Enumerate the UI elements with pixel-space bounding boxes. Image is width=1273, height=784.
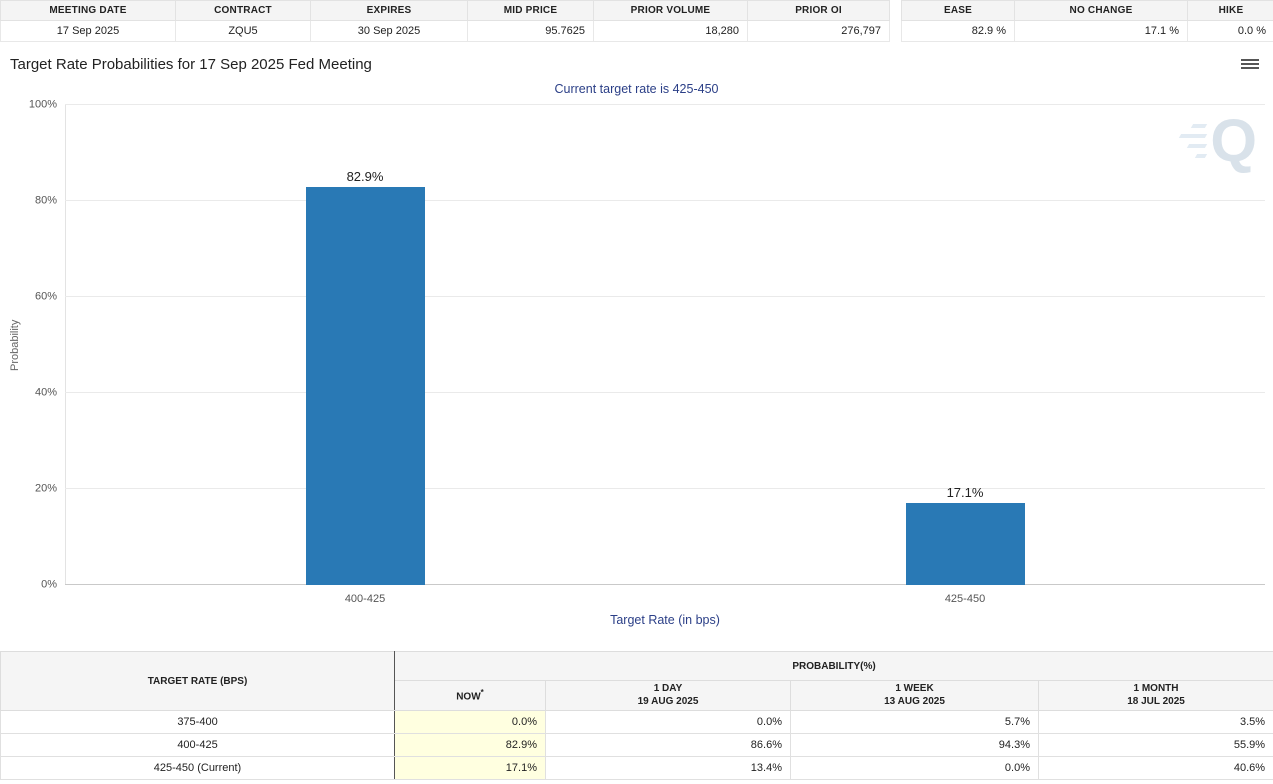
- probability-history-table: TARGET RATE (BPS) PROBABILITY(%) NOW* 1 …: [0, 651, 1273, 780]
- day-cell: 13.4%: [545, 756, 791, 780]
- quikstrike-watermark-icon: Q: [1179, 111, 1257, 171]
- chart-subtitle: Current target rate is 425-450: [554, 82, 719, 96]
- plot-area: Probability Q 82.9% 17.1% 0% 20% 40% 60% 80%…: [9, 99, 1265, 590]
- table-row-375-400: 375-400 0.0% 0.0% 5.7% 3.5%: [0, 710, 1273, 734]
- now-cell: 82.9%: [394, 733, 546, 757]
- y-axis-title: Probability: [9, 319, 21, 371]
- y-axis-line: [65, 105, 66, 585]
- gridline: [65, 104, 1265, 105]
- bar-group-400-425: 82.9%: [65, 105, 665, 585]
- column-header-prior-volume: PRIOR VOLUME: [593, 0, 748, 21]
- x-tick-label-425-450: 425-450: [944, 593, 986, 605]
- x-axis-title: Target Rate (in bps): [610, 613, 720, 627]
- now-cell: 17.1%: [394, 756, 546, 780]
- week-cell: 5.7%: [790, 710, 1039, 734]
- column-header-contract: CONTRACT: [175, 0, 311, 21]
- gridline: [65, 200, 1265, 201]
- table-row-425-450-current: 425-450 (Current) 17.1% 13.4% 0.0% 40.6%: [0, 756, 1273, 780]
- column-header-1-week: 1 WEEK 13 AUG 2025: [790, 680, 1039, 711]
- probability-chart-card: Target Rate Probabilities for 17 Sep 202…: [0, 42, 1273, 627]
- prior-volume-value: 18,280: [593, 20, 748, 42]
- column-header-hike: HIKE: [1187, 0, 1273, 21]
- column-header-no-change: NO CHANGE: [1014, 0, 1188, 21]
- y-tick-label: 60%: [34, 290, 57, 303]
- x-tick-label-400-425: 400-425: [344, 593, 386, 605]
- contract-summary-table: MEETING DATE CONTRACT EXPIRES MID PRICE …: [0, 0, 890, 42]
- column-header-meeting-date: MEETING DATE: [0, 0, 176, 21]
- day-cell: 0.0%: [545, 710, 791, 734]
- column-header-prior-oi: PRIOR OI: [747, 0, 890, 21]
- bar-data-label: 82.9%: [346, 169, 384, 184]
- y-tick-label: 0%: [41, 578, 57, 591]
- rate-cell: 400-425: [0, 733, 395, 757]
- column-header-1-day: 1 DAY 19 AUG 2025: [545, 680, 791, 711]
- bar-group-425-450: 17.1%: [665, 105, 1265, 585]
- y-tick-label: 20%: [34, 482, 57, 495]
- month-cell: 55.9%: [1037, 733, 1273, 757]
- contract-value: ZQU5: [175, 20, 311, 42]
- bar-series: 82.9% 17.1%: [65, 105, 1265, 585]
- bar-425-450[interactable]: [905, 503, 1025, 585]
- column-header-ease: EASE: [901, 0, 1015, 21]
- meeting-date-value: 17 Sep 2025: [0, 20, 176, 42]
- gridline: [65, 392, 1265, 393]
- rate-cell: 375-400: [0, 710, 395, 734]
- gridline: [65, 488, 1265, 489]
- month-cell: 40.6%: [1037, 756, 1273, 780]
- no-change-value: 17.1 %: [1014, 20, 1188, 42]
- target-rate-column-header: TARGET RATE (BPS): [0, 651, 395, 711]
- week-cell: 94.3%: [790, 733, 1039, 757]
- y-tick-label: 40%: [34, 386, 57, 399]
- contract-summary-bar: MEETING DATE CONTRACT EXPIRES MID PRICE …: [0, 0, 1273, 42]
- probability-group-header: PROBABILITY(%): [393, 651, 1273, 681]
- gridline: [65, 584, 1265, 585]
- chart-header: Target Rate Probabilities for 17 Sep 202…: [0, 54, 1273, 74]
- y-tick-label: 80%: [34, 194, 57, 207]
- column-header-mid-price: MID PRICE: [467, 0, 594, 21]
- month-cell: 3.5%: [1037, 710, 1273, 734]
- gridline: [65, 296, 1265, 297]
- y-tick-label: 100%: [28, 98, 57, 111]
- now-asterisk: *: [480, 687, 484, 697]
- day-cell: 86.6%: [545, 733, 791, 757]
- mid-price-value: 95.7625: [467, 20, 594, 42]
- table-row-400-425: 400-425 82.9% 86.6% 94.3% 55.9%: [0, 733, 1273, 757]
- x-axis-categories: 400-425 425-450: [65, 593, 1265, 605]
- bar-data-label: 17.1%: [946, 485, 984, 500]
- probability-summary-table: EASE NO CHANGE HIKE 82.9 % 17.1 % 0.0 %: [901, 0, 1273, 42]
- ease-value: 82.9 %: [901, 20, 1015, 42]
- bar-400-425[interactable]: [305, 187, 425, 585]
- hike-value: 0.0 %: [1187, 20, 1273, 42]
- now-cell: 0.0%: [394, 710, 546, 734]
- column-header-now: NOW*: [394, 680, 546, 711]
- rate-cell: 425-450 (Current): [0, 756, 395, 780]
- expires-value: 30 Sep 2025: [310, 20, 468, 42]
- prior-oi-value: 276,797: [747, 20, 890, 42]
- week-cell: 0.0%: [790, 756, 1039, 780]
- column-header-expires: EXPIRES: [310, 0, 468, 21]
- column-header-1-month: 1 MONTH 18 JUL 2025: [1037, 680, 1273, 711]
- hamburger-menu-icon[interactable]: [1241, 57, 1259, 71]
- chart-title: Target Rate Probabilities for 17 Sep 202…: [10, 55, 372, 73]
